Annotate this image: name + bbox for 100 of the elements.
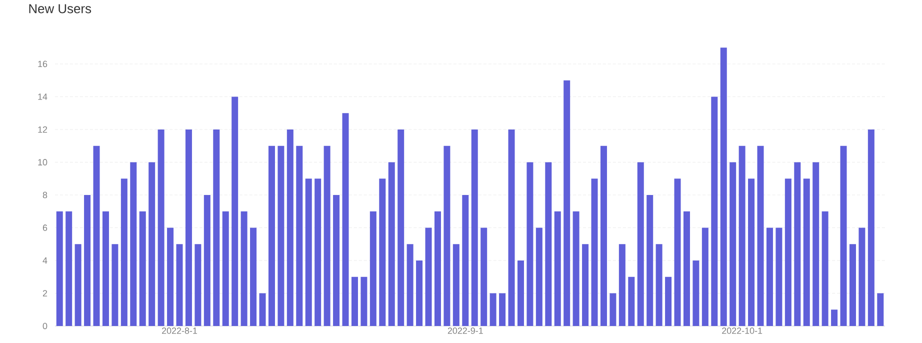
bar <box>490 293 496 326</box>
bar <box>314 178 322 326</box>
bar <box>102 211 109 326</box>
x-tick-label: 2022-10-1 <box>722 328 762 334</box>
bar <box>360 276 368 326</box>
bar <box>840 146 847 326</box>
bar <box>803 178 810 326</box>
bar <box>351 276 358 326</box>
y-tick-label: 0 <box>42 322 48 330</box>
bar <box>582 244 589 326</box>
bar <box>536 228 542 326</box>
bar <box>757 146 764 326</box>
bar <box>74 244 82 326</box>
bar <box>194 244 202 326</box>
bar <box>66 211 72 326</box>
bar <box>388 162 395 326</box>
bar <box>286 129 294 326</box>
bar <box>784 178 792 326</box>
bar <box>545 162 552 326</box>
y-tick-label: 16 <box>38 60 48 68</box>
bar <box>610 293 616 326</box>
bar <box>324 146 330 326</box>
bar <box>526 162 534 326</box>
bar <box>398 129 404 326</box>
bar <box>434 211 441 326</box>
bar <box>748 178 755 326</box>
bar <box>305 178 312 326</box>
bar <box>674 178 681 326</box>
bar <box>738 146 746 326</box>
bar <box>278 146 284 326</box>
bar <box>112 244 118 326</box>
bar <box>600 146 607 326</box>
bar <box>499 293 506 326</box>
bar <box>425 228 432 326</box>
bar <box>665 276 672 326</box>
y-tick-label: 10 <box>38 159 48 166</box>
bar <box>406 244 414 326</box>
bar <box>776 228 782 326</box>
y-tick-label: 14 <box>38 94 48 100</box>
chart-title: New Users <box>29 4 92 14</box>
bar <box>628 276 635 326</box>
bar <box>462 194 469 326</box>
bar <box>56 211 63 326</box>
bar <box>711 96 718 326</box>
bar <box>637 162 644 326</box>
bar <box>646 194 654 326</box>
bar <box>849 244 856 326</box>
bar <box>858 228 866 326</box>
bar <box>692 260 700 326</box>
y-tick-label: 4 <box>42 257 48 264</box>
bar <box>259 293 266 326</box>
x-tick-label: 2022-9-1 <box>448 328 483 334</box>
y-tick-label: 6 <box>42 224 48 231</box>
bar <box>240 211 248 326</box>
bar <box>480 228 488 326</box>
bar <box>702 228 708 326</box>
bar <box>683 211 690 326</box>
y-tick-label: 8 <box>42 192 48 198</box>
bar <box>822 211 828 326</box>
bar <box>213 129 220 326</box>
y-tick-label: 2 <box>42 290 48 296</box>
bar <box>766 228 773 326</box>
bar <box>591 178 598 326</box>
bar <box>370 211 376 326</box>
bar <box>130 162 137 326</box>
bar <box>185 129 192 326</box>
bar <box>416 260 423 326</box>
bar <box>342 113 349 326</box>
bar <box>877 293 884 326</box>
bar <box>93 146 100 326</box>
bar <box>730 162 736 326</box>
bar <box>222 211 229 326</box>
bar <box>296 146 303 326</box>
bar <box>618 244 626 326</box>
bar <box>139 211 146 326</box>
bar <box>158 129 164 326</box>
bar <box>148 162 156 326</box>
bar <box>517 260 524 326</box>
bar <box>204 194 210 326</box>
bar <box>812 162 820 326</box>
bar <box>84 194 91 326</box>
y-tick-label: 12 <box>38 126 48 133</box>
bar <box>444 146 450 326</box>
bar <box>176 244 183 326</box>
bar <box>794 162 801 326</box>
bar <box>508 129 515 326</box>
bar <box>572 211 580 326</box>
bar <box>379 178 386 326</box>
bar <box>656 244 662 326</box>
x-tick-label: 2022-8-1 <box>162 328 198 334</box>
bar <box>268 146 275 326</box>
bar <box>120 178 128 326</box>
bar <box>554 211 561 326</box>
bar <box>831 310 838 326</box>
bar <box>452 244 460 326</box>
bar <box>250 228 257 326</box>
bar <box>333 194 340 326</box>
bar <box>720 48 727 326</box>
bar <box>564 80 570 326</box>
bar <box>232 96 238 326</box>
